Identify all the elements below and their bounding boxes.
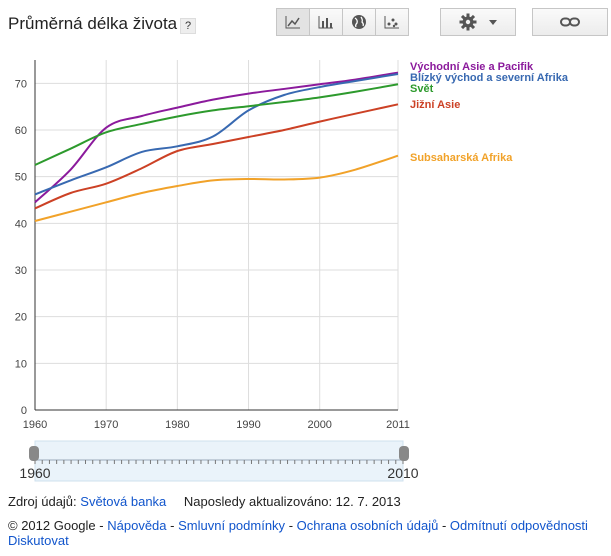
slider-start-label: 1960 [19,465,50,481]
discuss-link[interactable]: Diskutovat [8,533,69,548]
x-tick-label: 1980 [165,419,189,431]
footer-links: © 2012 Google - Nápověda - Smluvní podmí… [8,518,608,548]
source-link[interactable]: Světová banka [80,494,167,509]
time-slider[interactable]: 1960 2010 [19,440,419,482]
line-chart-icon [285,16,300,29]
bar-chart-icon [318,16,333,29]
bar-chart-button[interactable] [309,8,343,36]
x-tick-label: 2000 [307,419,331,431]
slider-handle-start[interactable] [29,446,39,461]
scatter-icon [384,16,399,29]
page-title: Průměrná délka života [8,14,178,33]
chart-axes: 0 10 20 30 40 50 60 70 1960 1970 1980 1990 2000 2011 [15,60,410,431]
chart-series [34,71,399,222]
series-line [34,73,399,196]
separator: - [288,518,294,533]
y-tick-label: 0 [21,405,27,417]
y-tick-label: 60 [15,125,27,137]
series-line [34,154,399,222]
source-label: Zdroj údajů: [8,494,77,509]
help-button[interactable]: ? [180,18,196,34]
separator: - [441,518,447,533]
x-tick-label: 1970 [94,419,118,431]
slider-track [34,440,404,482]
terms-link[interactable]: Smluvní podmínky [178,518,286,533]
y-tick-label: 10 [15,358,27,370]
chart-type-toolbar [276,8,409,36]
source-line: Zdroj údajů: Světová banka Naposledy akt… [8,494,401,509]
legend-label: Blízký východ a severní Afrika [410,72,569,84]
series-line [34,83,399,166]
x-tick-label: 1960 [23,419,47,431]
last-updated: Naposledy aktualizováno: 12. 7. 2013 [183,494,401,509]
scatter-chart-button[interactable] [375,8,409,36]
link-icon [560,17,580,27]
x-tick-label: 1990 [236,419,260,431]
chevron-down-icon [489,19,497,25]
separator: - [170,518,175,533]
settings-button[interactable] [440,8,516,36]
copyright: © 2012 Google [8,518,96,533]
x-tick-label: 2011 [386,419,410,431]
legend-label: Jižní Asie [410,99,460,111]
series-line [34,103,399,210]
y-tick-label: 40 [15,218,27,230]
chart-grid [34,60,399,411]
y-tick-label: 30 [15,265,27,277]
series-line [34,71,399,204]
help-link[interactable]: Nápověda [107,518,167,533]
y-tick-label: 20 [15,312,27,324]
separator: - [99,518,104,533]
globe-icon [352,15,366,29]
y-tick-label: 70 [15,78,27,90]
link-button[interactable] [532,8,608,36]
slider-handle-end[interactable] [399,446,409,461]
slider-end-label: 2010 [387,465,418,481]
map-chart-button[interactable] [342,8,376,36]
gear-icon [459,13,477,31]
legend-label: Subsaharská Afrika [410,152,513,164]
privacy-link[interactable]: Ochrana osobních údajů [296,518,439,533]
legend-label: Svět [410,83,434,95]
legend-label: Východní Asie a Pacifik [410,61,534,73]
y-tick-label: 50 [15,172,27,184]
disclaimer-link[interactable]: Odmítnutí odpovědnosti [449,518,588,533]
